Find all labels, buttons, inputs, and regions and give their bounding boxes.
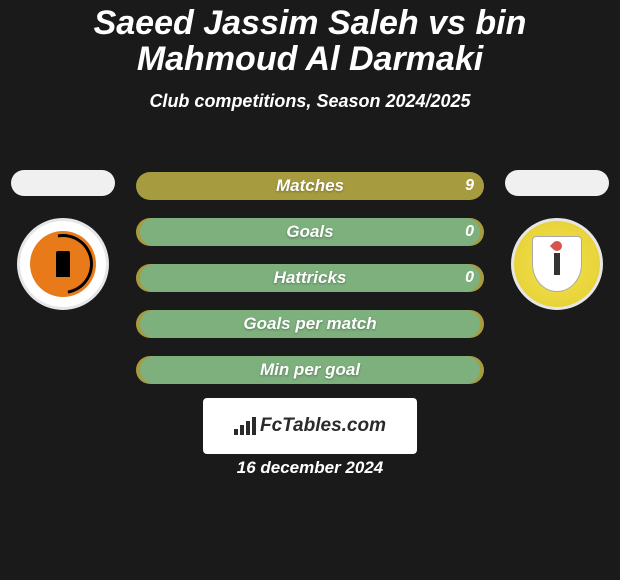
right-club-badge: [511, 218, 603, 310]
bar-label: Hattricks: [136, 264, 484, 292]
right-player-region: [502, 170, 612, 310]
comparison-bars: Matches9Goals0Hattricks0Goals per matchM…: [136, 172, 484, 384]
bar-right-value: 0: [465, 264, 474, 292]
bar-row: Hattricks0: [136, 264, 484, 292]
bar-right-value: 0: [465, 218, 474, 246]
brand-logo-box: FcTables.com: [203, 398, 417, 454]
page-title: Saeed Jassim Saleh vs bin Mahmoud Al Dar…: [0, 0, 620, 77]
bar-label: Goals: [136, 218, 484, 246]
bar-right-value: 9: [465, 172, 474, 200]
subtitle: Club competitions, Season 2024/2025: [0, 91, 620, 112]
left-club-badge: [17, 218, 109, 310]
left-player-name-pill: [11, 170, 115, 196]
left-player-region: [8, 170, 118, 310]
ajman-logo-icon: [30, 231, 96, 297]
bar-label: Goals per match: [136, 310, 484, 338]
bar-row: Matches9: [136, 172, 484, 200]
bar-label: Matches: [136, 172, 484, 200]
brand-text: FcTables.com: [260, 415, 386, 437]
bar-row: Min per goal: [136, 356, 484, 384]
ittihad-logo-icon: [532, 236, 582, 292]
bar-row: Goals per match: [136, 310, 484, 338]
bar-chart-icon: [234, 417, 256, 435]
right-player-name-pill: [505, 170, 609, 196]
bar-label: Min per goal: [136, 356, 484, 384]
footer-date: 16 december 2024: [0, 458, 620, 478]
bar-row: Goals0: [136, 218, 484, 246]
